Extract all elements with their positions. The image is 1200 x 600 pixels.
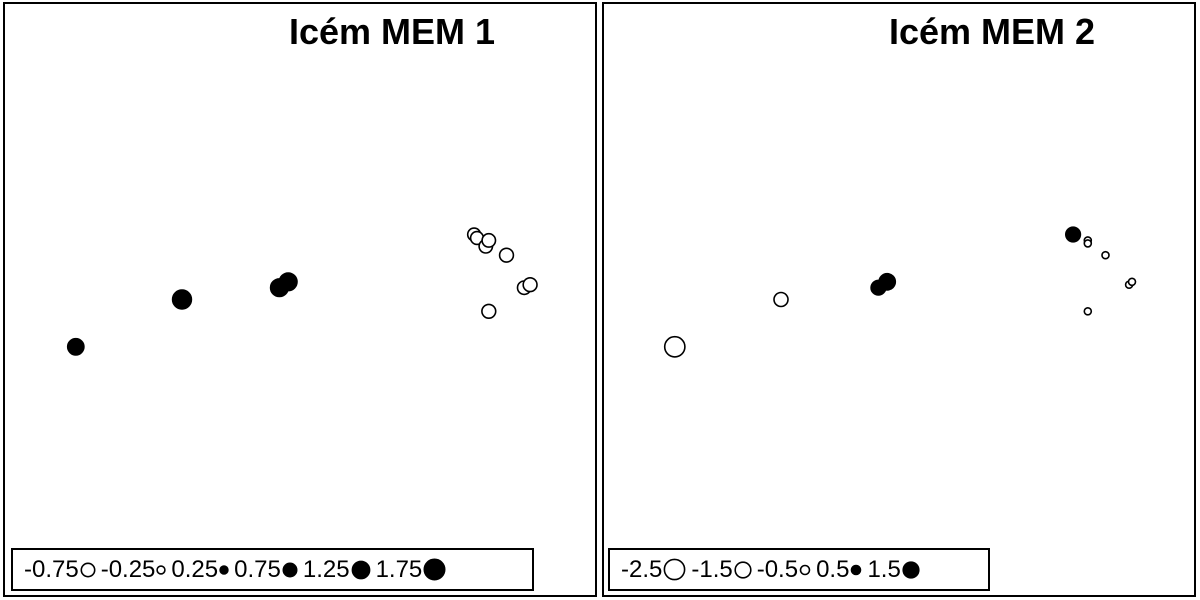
legend-marker xyxy=(663,558,686,581)
legend-label: 0.5 xyxy=(816,555,850,583)
chart-title: Icém MEM 1 xyxy=(289,11,496,52)
legend-marker xyxy=(282,562,298,577)
legend-marker xyxy=(80,562,96,577)
legend-marker xyxy=(351,560,370,579)
data-point xyxy=(773,291,789,308)
data-point xyxy=(878,272,897,291)
legend-symbol xyxy=(282,562,298,577)
legend-entry: -2.5 xyxy=(621,555,687,585)
legend-symbol xyxy=(799,564,811,575)
legend-symbol xyxy=(851,564,862,575)
legend-symbol xyxy=(156,564,167,575)
data-point xyxy=(278,272,298,292)
legend-label: -0.75 xyxy=(24,555,79,583)
data-point xyxy=(1065,226,1082,243)
chart-panel-mem1: Icém MEM 1 -0.75 -0.25 0.25 0.75 1.25 1.75 xyxy=(3,2,597,597)
legend-label: -0.25 xyxy=(100,555,156,583)
legend-entry: 1.75 xyxy=(376,555,448,585)
data-point xyxy=(498,247,515,263)
legend-entry: -0.75 xyxy=(24,555,97,585)
legend-marker xyxy=(851,564,862,575)
data-point xyxy=(663,335,686,358)
data-point xyxy=(481,303,497,319)
chart-title: Icém MEM 2 xyxy=(889,11,1096,52)
legend-marker xyxy=(902,560,920,579)
data-point xyxy=(1127,277,1137,287)
legend-entry: -0.5 xyxy=(757,555,812,585)
data-point xyxy=(1101,250,1110,260)
legend-label: 1.75 xyxy=(375,555,423,583)
legend-label: -0.5 xyxy=(756,555,799,583)
legend-label: 1.5 xyxy=(867,555,901,583)
legend-entry: 1.25 xyxy=(303,555,372,585)
plot-area-mem1 xyxy=(66,227,538,356)
legend-entry: 0.25 xyxy=(171,555,230,585)
data-point xyxy=(1083,239,1093,248)
legend-symbol xyxy=(423,558,446,581)
legend-label: 0.75 xyxy=(234,555,281,583)
legend: -2.5 -1.5 -0.5 0.5 1.5 xyxy=(608,548,990,591)
data-point xyxy=(1083,306,1093,316)
legend-symbol xyxy=(663,558,686,581)
data-point xyxy=(171,289,193,310)
legend-marker xyxy=(423,558,446,581)
legend-marker xyxy=(799,564,811,575)
legend-symbol xyxy=(219,564,229,575)
legend-entry: 0.5 xyxy=(816,555,863,585)
legend-entry: -1.5 xyxy=(691,555,752,585)
legend-symbol xyxy=(734,560,752,579)
legend: -0.75 -0.25 0.25 0.75 1.25 1.75 xyxy=(11,548,534,591)
data-point xyxy=(522,277,538,293)
legend-entry: 0.75 xyxy=(234,555,299,585)
legend-label: -2.5 xyxy=(621,555,663,583)
plot-area-mem2 xyxy=(663,226,1137,358)
data-point xyxy=(481,232,497,248)
legend-label: 0.25 xyxy=(171,555,219,583)
legend-entry: 1.5 xyxy=(867,555,920,585)
legend-symbol xyxy=(80,562,96,577)
legend-marker xyxy=(219,564,229,575)
legend-label: -1.5 xyxy=(691,555,733,583)
legend-symbol xyxy=(351,560,370,579)
legend-marker xyxy=(734,560,752,579)
legend-symbol xyxy=(902,560,920,579)
chart-panel-mem2: Icém MEM 2 -2.5 -1.5 -0.5 0.5 1.5 xyxy=(602,2,1196,597)
legend-label: 1.25 xyxy=(302,555,350,583)
data-point xyxy=(66,337,85,356)
legend-marker xyxy=(156,564,167,575)
legend-entry: -0.25 xyxy=(101,555,168,585)
